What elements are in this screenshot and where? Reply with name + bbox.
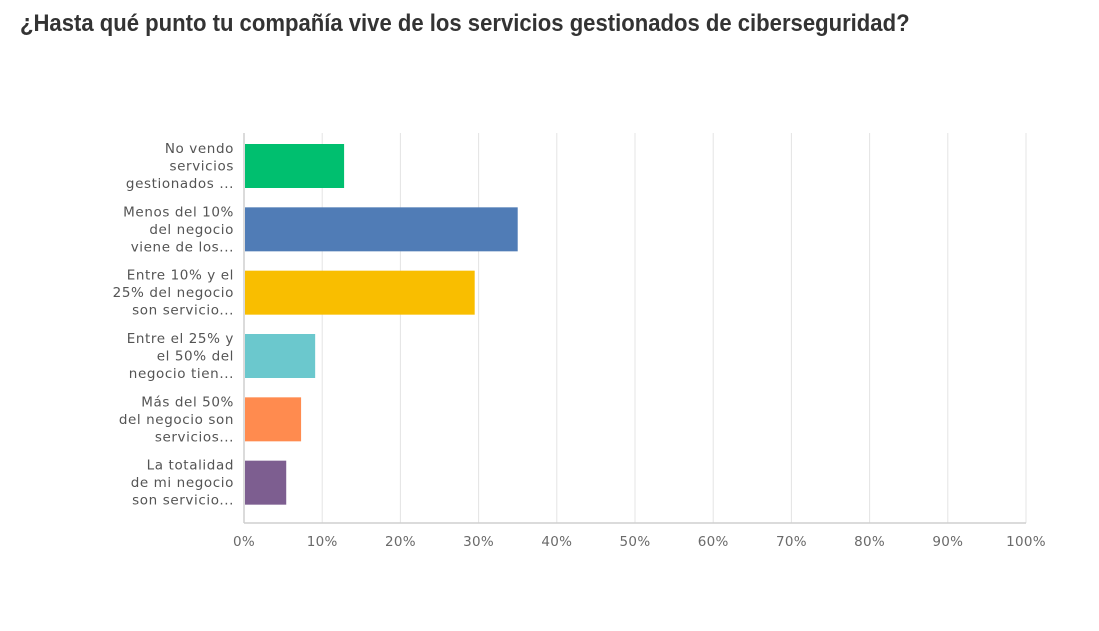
- category-label: de mi negocio: [131, 475, 234, 491]
- x-tick-label: 20%: [385, 534, 416, 550]
- category-label: negocio tien...: [129, 366, 234, 382]
- x-tick-label: 10%: [307, 534, 338, 550]
- category-label: Más del 50%: [141, 394, 234, 410]
- bar: [245, 144, 345, 188]
- category-label: viene de los...: [131, 239, 234, 255]
- tick-labels: 0% 10% 20% 30% 40% 50% 60% 70% 80% 90% 100%: [233, 534, 1046, 550]
- bar: [245, 397, 302, 442]
- x-tick-label: 40%: [541, 534, 572, 550]
- bar: [245, 207, 518, 252]
- bar: [245, 334, 316, 378]
- x-tick-label: 60%: [698, 534, 729, 550]
- x-tick-label: 0%: [233, 534, 255, 550]
- category-label: del negocio: [149, 222, 234, 238]
- category-label: 25% del negocio: [113, 285, 234, 301]
- x-tick-label: 90%: [932, 534, 963, 550]
- category-label: el 50% del: [157, 349, 234, 365]
- chart-title: ¿Hasta qué punto tu compañía vive de los…: [20, 10, 910, 37]
- category-label: servicios: [170, 159, 235, 175]
- category-label: No vendo: [165, 141, 234, 157]
- x-axis: [243, 133, 1026, 524]
- x-tick-label: 80%: [854, 534, 885, 550]
- x-tick-label: 30%: [463, 534, 494, 550]
- category-label: son servicio...: [132, 303, 234, 319]
- bar: [245, 270, 475, 315]
- gridlines: [321, 133, 1027, 523]
- x-tick-label: 50%: [620, 534, 651, 550]
- category-label: La totalidad: [147, 458, 234, 474]
- x-tick-label: 100%: [1006, 534, 1046, 550]
- x-tick-label: 70%: [776, 534, 807, 550]
- category-label: Entre el 25% y: [127, 331, 234, 347]
- category-label: Entre 10% y el: [127, 268, 234, 284]
- category-label: son servicio...: [132, 493, 234, 509]
- category-label: del negocio son: [119, 412, 234, 428]
- category-label: servicios...: [155, 429, 234, 445]
- bar: [245, 460, 287, 505]
- category-label: Menos del 10%: [123, 204, 234, 220]
- bars: [245, 144, 518, 505]
- category-label: gestionados ...: [126, 176, 234, 192]
